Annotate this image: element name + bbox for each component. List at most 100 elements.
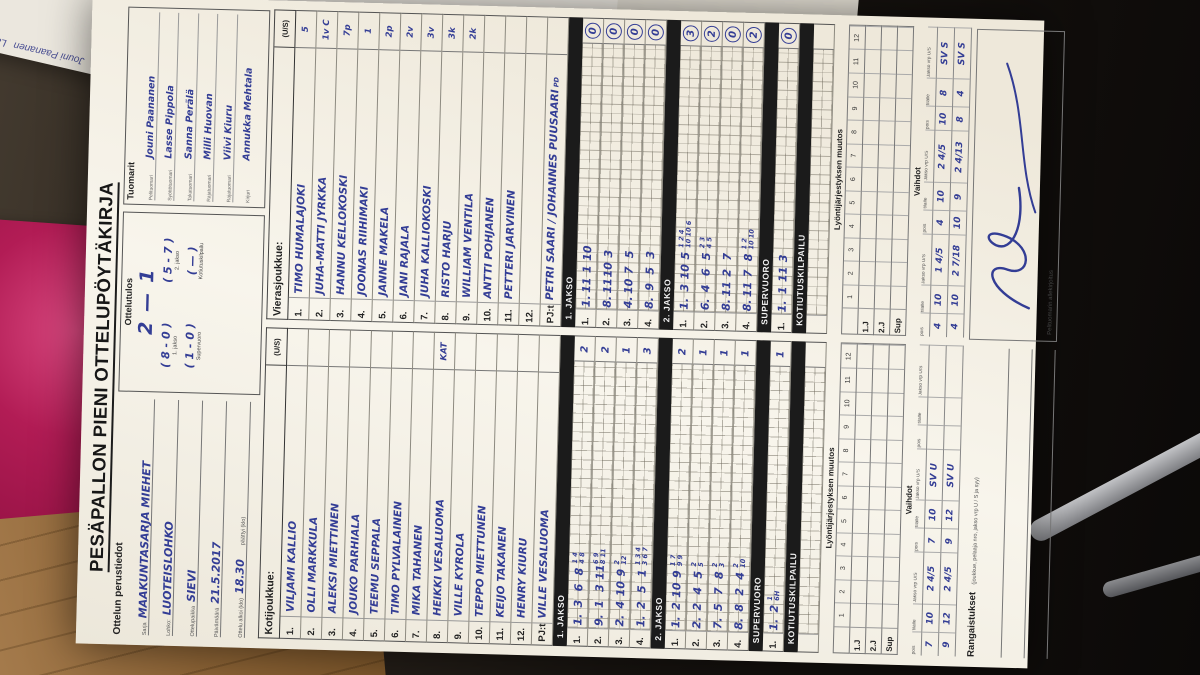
batting-change-cell — [885, 486, 902, 511]
batting-change-cell — [891, 238, 908, 263]
player-name — [530, 54, 537, 303]
batting-change-cell — [879, 96, 896, 121]
runs-total-cell: 1 — [714, 340, 735, 367]
batting-change-cell — [851, 556, 868, 581]
runs-total-cell: 3 — [637, 338, 658, 365]
player-number: 3. — [321, 616, 343, 640]
batting-change-col: 12 — [849, 25, 866, 50]
substitutions-col-label: pois — [925, 106, 936, 131]
batting-change-cell — [861, 190, 877, 215]
batting-change-cell — [895, 120, 911, 145]
runs-total-cell: 0 — [645, 20, 667, 46]
substitution-value: 12 — [939, 604, 957, 633]
substitution-value: 9 — [941, 528, 958, 553]
substitution-value: 4 — [953, 78, 970, 108]
player-number: 10. — [468, 620, 490, 644]
batter-number: 10 — [580, 245, 594, 262]
batter-number: 7. — [710, 617, 725, 630]
substitutions-col-label: tilalle — [920, 284, 931, 314]
batter-number: 5 — [643, 266, 657, 275]
batting-change-cell — [893, 191, 909, 216]
batting-change-cell — [850, 603, 866, 628]
batting-change-cell — [861, 167, 878, 192]
player-name: VILJAMI KALLIO — [284, 520, 299, 613]
annotation-bottom: 3 — [717, 562, 727, 568]
batter-number: 11 — [775, 266, 790, 283]
batting-change-col: 2 — [843, 260, 859, 285]
batting-change-cell — [896, 73, 912, 98]
batting-change-cell — [868, 532, 884, 557]
field-alkoi: Ottelu alkoi (klo) 18.30 päättyi (klo) — [220, 401, 252, 638]
substitution-value: 4 — [929, 313, 947, 338]
substitution-value: 7 — [921, 631, 939, 656]
runs-total: 2 — [578, 345, 591, 353]
batter-number: 2 — [634, 601, 648, 610]
player-name: TIMO PYLVÄLÄINEN — [389, 501, 405, 615]
runs-total-cell: 1 — [616, 337, 637, 364]
player-number: 10. — [477, 302, 498, 325]
batting-change-cell — [879, 120, 895, 145]
runs-total: 0 — [626, 23, 644, 41]
substitution-value: 2 4/13 — [951, 130, 969, 183]
field-label: Sarja — [141, 622, 149, 636]
substitutions-col-label: pois — [911, 631, 922, 656]
player-number: 11. — [498, 302, 519, 326]
batting-change-col: 4 — [844, 213, 861, 238]
player-number: 7. — [414, 300, 435, 324]
batter-number: 7 — [622, 266, 636, 275]
batter-number: 2 — [720, 268, 734, 277]
runs-total-cell: 0 — [722, 22, 744, 48]
batting-change-col: 11 — [848, 48, 865, 73]
player-us-code — [370, 331, 392, 370]
substitution-value — [928, 345, 946, 398]
batting-change-cell — [863, 96, 880, 121]
player-number: 4. — [342, 617, 364, 640]
annotation-bottom: 4 5 — [705, 236, 714, 249]
batter-number: 1 — [580, 265, 594, 274]
player-us-code: 2v — [400, 13, 422, 52]
batting-change-col: 9 — [839, 414, 855, 439]
substitution-value — [944, 397, 962, 426]
batting-change-cell — [887, 392, 904, 417]
score-row-number: 4. — [727, 631, 749, 651]
final-home-score: 2 — [134, 321, 158, 336]
substitutions-away: Vaihdot pois tilalle Jakso vrp U/S pois tilal… — [909, 26, 973, 339]
referee-name: Viivi Kiuru — [221, 104, 235, 161]
batter-number: 9 — [614, 568, 628, 577]
batter-number: 11 — [740, 281, 754, 298]
runs-total: 1 — [718, 349, 731, 357]
batter-number: 5 — [699, 252, 713, 261]
score-row-number: 4. — [736, 313, 757, 332]
batting-change-cell — [858, 284, 875, 309]
player-name: PETRI SAARI / JOHANNES PUUSAARI PD — [544, 76, 562, 301]
score-annotations: 1 6H — [766, 591, 781, 601]
player-name: HEIKKI VESALUOMA — [431, 498, 447, 617]
batter-number: 1. — [775, 300, 789, 313]
substitution-value: 10 — [924, 500, 942, 529]
player-us-code — [547, 17, 569, 56]
batting-change-cell — [862, 143, 879, 168]
batting-change-cell — [895, 97, 912, 122]
player-us-code — [538, 335, 560, 374]
annotation-bottom: 10 10 6 — [684, 220, 693, 248]
player-number: 9. — [456, 301, 477, 325]
runs-total: 2 — [745, 26, 763, 44]
final-score: 2 — 1 — [133, 217, 159, 388]
batting-change-cell — [855, 414, 871, 439]
annotation-bottom: 5 — [696, 562, 706, 567]
batting-change-col: 10 — [848, 72, 864, 97]
score-row-number: 3. — [706, 630, 728, 650]
batter-number: 6. — [698, 298, 712, 311]
player-number: 7. — [405, 619, 427, 642]
substitutions-col-label: pois — [917, 424, 927, 449]
period-scores: ( 8 - 0 ) 1. jakso ( 5 - 7 ) 2. jakso ( … — [158, 218, 210, 389]
player-us-code: 5 — [295, 10, 317, 49]
substitution-value: 8 — [936, 78, 953, 107]
substitutions-col-label: tilalle — [926, 78, 936, 107]
referee-label: Pelituomari — [147, 175, 155, 201]
player-number: 1. — [288, 297, 309, 320]
annotation-bottom: 12 — [619, 555, 629, 565]
batter-number: 4. — [621, 296, 635, 309]
